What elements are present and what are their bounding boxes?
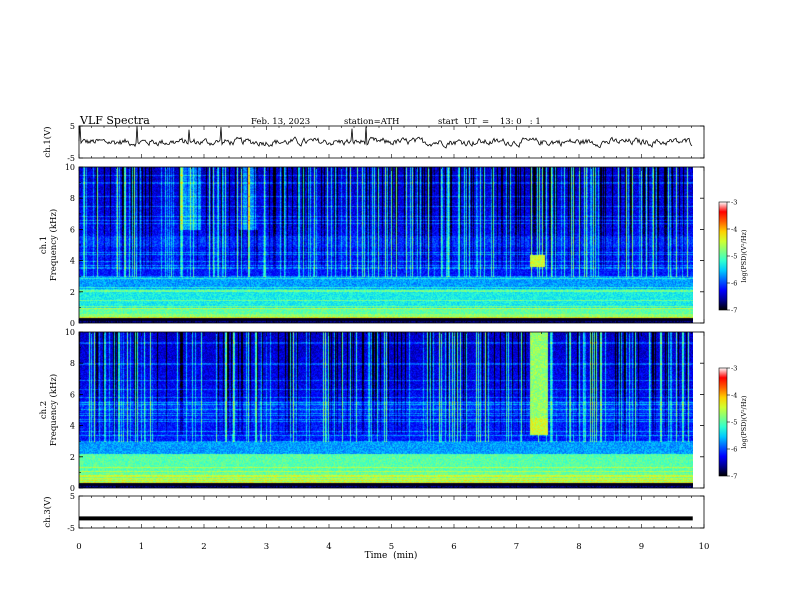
x-tick-label: 3 [264, 542, 269, 552]
y-tick-label: 4 [70, 422, 75, 431]
y-tick-label: -5 [67, 524, 75, 533]
x-tick-label: 4 [326, 542, 331, 552]
start-time-label: start UT = 13: 0 : 1 [438, 117, 541, 127]
ch2-spectrogram-colorbar-label: log(PSD)(V²/Hz) [740, 395, 748, 448]
colorbar-tick-label: -4 [731, 392, 737, 400]
ch1-spectrogram-colorbar-label: log(PSD)(V²/Hz) [740, 229, 748, 282]
y-tick-label: 4 [70, 257, 75, 266]
colorbar-tick-label: -6 [731, 280, 737, 288]
date-label: Feb. 13, 2023 [251, 117, 310, 127]
colorbar-tick-label: -4 [731, 226, 737, 234]
figure-title: VLF Spectra [79, 114, 150, 127]
x-axis-label: Time (min) [365, 550, 418, 561]
y-tick-label: 6 [70, 390, 75, 399]
y-tick-label: 0 [70, 484, 75, 493]
colorbar-tick-label: -3 [731, 365, 737, 373]
ch2-spectrogram-ylabel-channel: ch.2 [39, 401, 49, 419]
ch1-spectrogram-ylabel-channel: ch.1 [39, 236, 49, 254]
ch1-spectrogram-colorbar [718, 201, 728, 311]
y-tick-label: 10 [65, 163, 75, 172]
colorbar-tick-label: -5 [731, 419, 737, 427]
x-tick-label: 2 [201, 542, 206, 552]
colorbar-tick-label: -5 [731, 253, 737, 261]
y-tick-label: 5 [70, 492, 75, 501]
ch1-spectrogram-image [79, 167, 693, 323]
colorbar-tick-label: -6 [731, 446, 737, 454]
station-label: station=ATH [344, 117, 399, 127]
x-tick-label: 9 [639, 542, 644, 552]
y-tick-label: -5 [67, 154, 75, 163]
x-tick-label: 8 [576, 542, 581, 552]
ch1-waveform-ylabel: ch.1(V) [42, 126, 53, 157]
ch1-waveform-trace [78, 125, 693, 149]
x-tick-label: 5 [389, 542, 394, 552]
ch3-waveform-frame [78, 495, 705, 529]
ch3-waveform-ylabel: ch.3(V) [42, 496, 53, 527]
x-tick-label: 10 [699, 542, 710, 552]
colorbar-tick-label: -7 [731, 473, 737, 481]
x-tick-label: 6 [451, 542, 456, 552]
colorbar-tick-label: -7 [731, 307, 737, 315]
y-tick-label: 8 [70, 194, 75, 203]
colorbar-tick-label: -3 [731, 199, 737, 207]
y-tick-label: 6 [70, 225, 75, 234]
y-tick-label: 10 [65, 328, 75, 337]
x-tick-label: 7 [514, 542, 519, 552]
ch3-waveform-trace [79, 516, 693, 521]
y-tick-label: 0 [70, 319, 75, 328]
ch2-spectrogram-image [79, 332, 693, 488]
y-tick-label: 2 [70, 453, 75, 462]
y-tick-label: 8 [70, 359, 75, 368]
ch2-spectrogram-ylabel-frequency: Frequency (kHz) [48, 374, 59, 446]
y-tick-label: 5 [70, 122, 75, 131]
ch2-spectrogram-colorbar [718, 367, 728, 477]
x-tick-label: 0 [76, 542, 81, 552]
ch1-spectrogram-ylabel-frequency: Frequency (kHz) [48, 209, 59, 281]
y-tick-label: 2 [70, 288, 75, 297]
x-tick-label: 1 [139, 542, 144, 552]
